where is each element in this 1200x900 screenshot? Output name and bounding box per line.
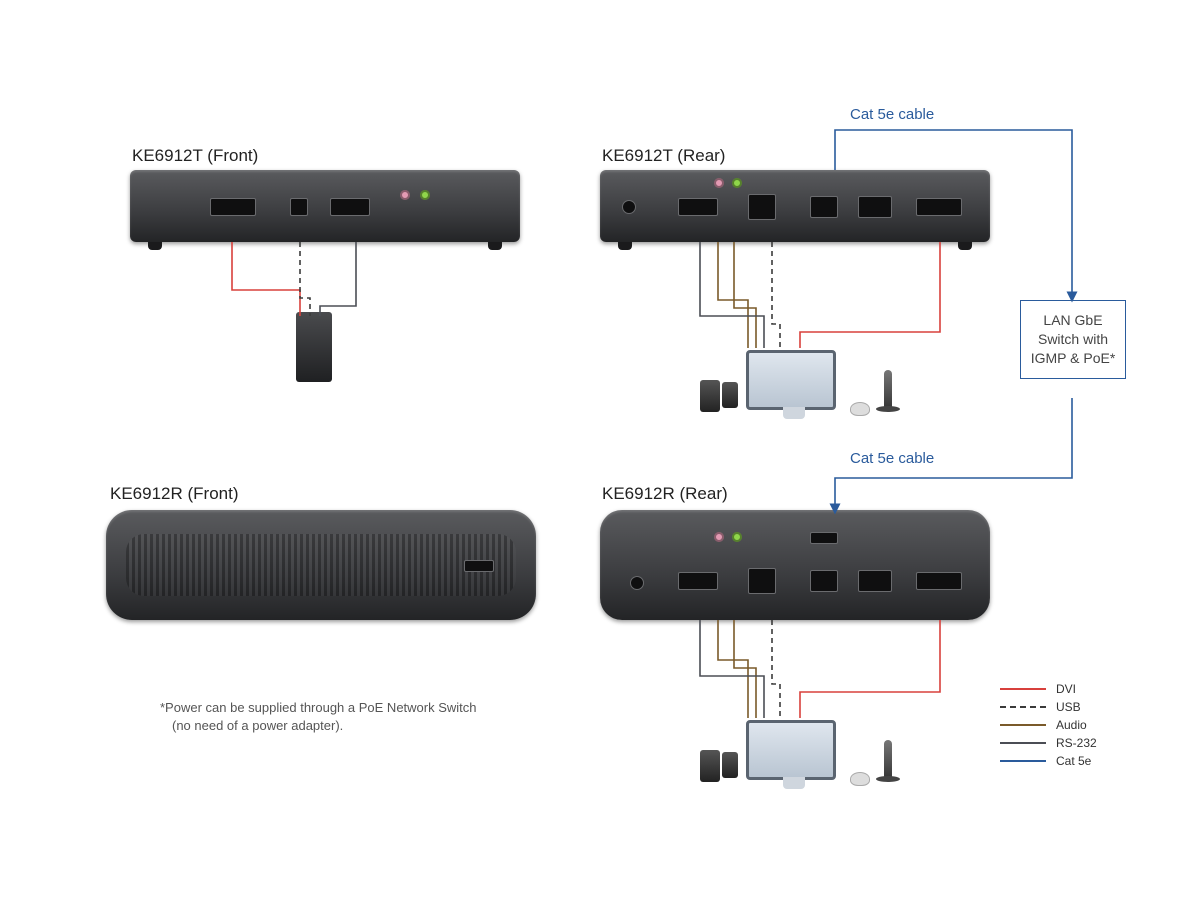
rj45-port bbox=[810, 196, 838, 218]
rj45-port bbox=[810, 570, 838, 592]
legend: DVI USB Audio RS-232 Cat 5e bbox=[1000, 680, 1097, 770]
switch-text-3: IGMP & PoE* bbox=[1031, 350, 1116, 366]
wire-dvi bbox=[232, 242, 300, 316]
wire-usb bbox=[772, 620, 780, 718]
device-tx-rear bbox=[600, 170, 990, 242]
serial-port bbox=[330, 198, 370, 216]
legend-row-usb: USB bbox=[1000, 698, 1097, 716]
serial-port bbox=[678, 572, 718, 590]
audio-jack-green bbox=[732, 178, 742, 188]
wire-audio bbox=[734, 620, 756, 718]
wire-audio bbox=[718, 620, 748, 718]
audio-jack-pink bbox=[400, 190, 410, 200]
footnote-line2: (no need of a power adapter). bbox=[172, 718, 343, 733]
switch-text-2: Switch with bbox=[1038, 331, 1108, 347]
label-tx-front: KE6912T (Front) bbox=[132, 146, 258, 166]
pc-tower-icon bbox=[296, 312, 332, 382]
diagram-stage: { "labels": { "tx_front": "KE6912T (Fron… bbox=[0, 0, 1200, 900]
device-rx-front bbox=[106, 510, 536, 620]
usb-stack bbox=[748, 194, 776, 220]
usb-stack bbox=[748, 568, 776, 594]
wire-usb bbox=[772, 242, 780, 348]
sfp-cage bbox=[858, 196, 892, 218]
dvi-port bbox=[916, 572, 962, 590]
usb-b-port bbox=[290, 198, 308, 216]
legend-row-audio: Audio bbox=[1000, 716, 1097, 734]
audio-jack-pink bbox=[714, 532, 724, 542]
lan-switch-box: LAN GbE Switch with IGMP & PoE* bbox=[1020, 300, 1126, 379]
wire-audio bbox=[734, 242, 756, 348]
sfp-cage bbox=[858, 570, 892, 592]
wire-rs232 bbox=[320, 242, 356, 316]
wire-rs232 bbox=[700, 620, 764, 718]
legend-label: Cat 5e bbox=[1056, 754, 1091, 768]
label-cat5e-top: Cat 5e cable bbox=[850, 106, 934, 123]
device-rx-rear bbox=[600, 510, 990, 620]
wire-rs232 bbox=[700, 242, 764, 348]
label-cat5e-bottom: Cat 5e cable bbox=[850, 450, 934, 467]
legend-label: USB bbox=[1056, 700, 1081, 714]
wire-dvi bbox=[800, 620, 940, 718]
serial-port bbox=[678, 198, 718, 216]
dc-jack bbox=[622, 200, 636, 214]
audio-jack-pink bbox=[714, 178, 724, 188]
wire-dvi bbox=[800, 242, 940, 348]
wire-audio bbox=[718, 242, 748, 348]
label-rx-rear: KE6912R (Rear) bbox=[602, 484, 728, 504]
wire-usb bbox=[300, 242, 310, 316]
legend-label: DVI bbox=[1056, 682, 1076, 696]
legend-row-rs-232: RS-232 bbox=[1000, 734, 1097, 752]
legend-row-dvi: DVI bbox=[1000, 680, 1097, 698]
usb-a-port bbox=[464, 560, 494, 572]
console-setup-top bbox=[700, 340, 910, 440]
console-setup-bottom bbox=[700, 710, 910, 810]
dc-jack bbox=[630, 576, 644, 590]
switch-text-1: LAN GbE bbox=[1043, 312, 1102, 328]
dvi-port bbox=[210, 198, 256, 216]
legend-row-cat5e: Cat 5e bbox=[1000, 752, 1097, 770]
legend-label: Audio bbox=[1056, 718, 1087, 732]
label-tx-rear: KE6912T (Rear) bbox=[602, 146, 725, 166]
footnote-line1: *Power can be supplied through a PoE Net… bbox=[160, 700, 477, 715]
audio-jack-green bbox=[732, 532, 742, 542]
device-tx-front bbox=[130, 170, 520, 242]
usb-a-port bbox=[810, 532, 838, 544]
dvi-port bbox=[916, 198, 962, 216]
audio-jack-green bbox=[420, 190, 430, 200]
legend-label: RS-232 bbox=[1056, 736, 1097, 750]
label-rx-front: KE6912R (Front) bbox=[110, 484, 239, 504]
